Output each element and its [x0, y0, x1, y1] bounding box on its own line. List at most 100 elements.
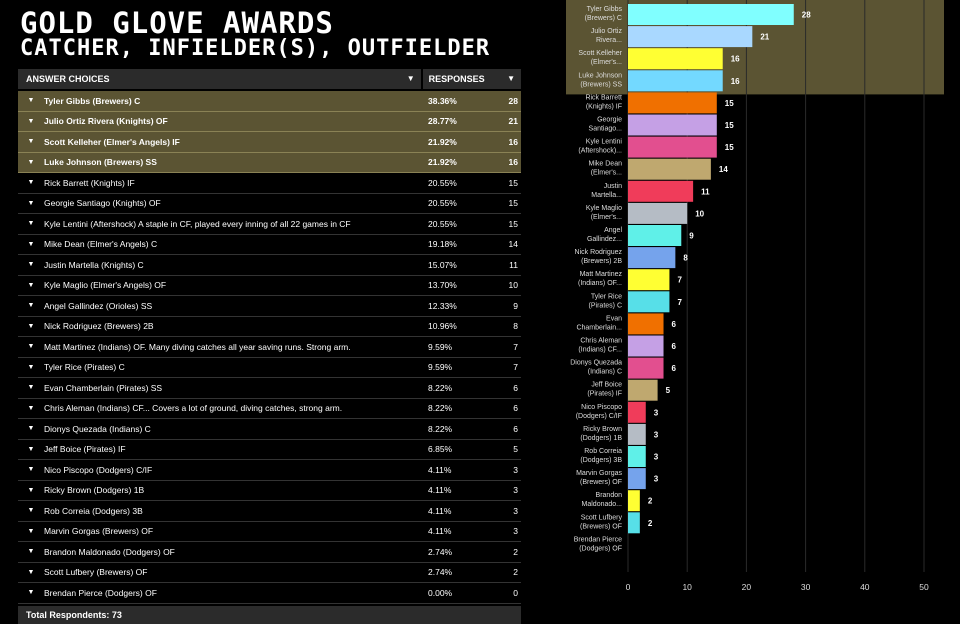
data-label: 8	[683, 254, 688, 263]
response-percent: 9.59%	[428, 362, 453, 373]
table-row[interactable]: ▼ Nico Piscopo (Dodgers) C/IF 4.11% 3	[18, 460, 521, 481]
table-row[interactable]: ▼ Nick Rodriguez (Brewers) 2B 10.96% 8	[18, 317, 521, 337]
response-percent: 15.07%	[428, 259, 457, 270]
response-percent: 8.22%	[428, 403, 453, 414]
answer-label: Julio Ortiz Rivera (Knights) OF	[44, 116, 168, 127]
expand-caret-icon[interactable]: ▼	[27, 404, 35, 412]
response-count: 0	[513, 587, 518, 598]
table-row[interactable]: ▼ Tyler Rice (Pirates) C 9.59% 7	[18, 358, 521, 378]
sort-down-icon[interactable]: ▼	[406, 74, 415, 83]
y-tick-label: Scott Lufbery	[581, 514, 623, 521]
table-row[interactable]: ▼ Mike Dean (Elmer's Angels) C 19.18% 14	[18, 235, 521, 255]
y-tick-label: Tyler Rice	[591, 293, 622, 300]
y-tick-label: (Brewers) C	[585, 15, 622, 22]
table-row[interactable]: ▼ Georgie Santiago (Knights) OF 20.55% 15	[18, 194, 521, 214]
expand-caret-icon[interactable]: ▼	[27, 445, 35, 453]
x-tick-label: 30	[801, 582, 811, 592]
y-tick-label: Angel	[604, 227, 622, 234]
data-label: 28	[802, 11, 811, 20]
table-row[interactable]: ▼ Kyle Maglio (Elmer's Angels) OF 13.70% 10	[18, 276, 521, 296]
y-tick-label: Mike Dean	[589, 161, 623, 168]
answer-label: Dionys Quezada (Indians) C	[44, 423, 151, 434]
expand-caret-icon[interactable]: ▼	[27, 179, 35, 187]
table-row[interactable]: ▼ Jeff Boice (Pirates) IF 6.85% 5	[18, 440, 521, 460]
y-tick-label: (Dodgers) 3B	[580, 457, 622, 464]
table-row[interactable]: ▼ Marvin Gorgas (Brewers) OF 4.11% 3	[18, 522, 521, 542]
responses-label: RESPONSES	[428, 74, 485, 84]
table-row[interactable]: ▼ Rick Barrett (Knights) IF 20.55% 15	[18, 173, 521, 194]
responses-header[interactable]: RESPONSES ▼	[422, 69, 521, 89]
y-tick-label: Rick Barrett	[585, 94, 622, 101]
table-row[interactable]: ▼ Tyler Gibbs (Brewers) C 38.36% 28	[18, 91, 521, 112]
sort-down-icon[interactable]: ▼	[507, 74, 515, 83]
expand-caret-icon[interactable]: ▼	[27, 527, 35, 535]
table-row[interactable]: ▼ Rob Correia (Dodgers) 3B 4.11% 3	[18, 501, 521, 522]
expand-caret-icon[interactable]: ▼	[27, 466, 35, 474]
expand-caret-icon[interactable]: ▼	[27, 97, 35, 105]
expand-caret-icon[interactable]: ▼	[27, 261, 35, 269]
y-tick-label: (Dodgers) 1B	[580, 435, 622, 442]
table-row[interactable]: ▼ Matt Martinez (Indians) OF. Many diving…	[18, 337, 521, 358]
y-tick-label: Kyle Maglio	[586, 205, 622, 212]
y-tick-label: Chris Aleman	[580, 338, 622, 345]
table-row[interactable]: ▼ Ricky Brown (Dodgers) 1B 4.11% 3	[18, 481, 521, 501]
table-row[interactable]: ▼ Dionys Quezada (Indians) C 8.22% 6	[18, 419, 521, 440]
expand-caret-icon[interactable]: ▼	[27, 343, 35, 351]
answer-label: Luke Johnson (Brewers) SS	[44, 157, 157, 168]
expand-caret-icon[interactable]: ▼	[27, 322, 35, 330]
response-percent: 21.92%	[428, 157, 457, 168]
y-tick-label: Georgie	[597, 117, 622, 124]
bar	[628, 291, 670, 313]
y-tick-label: Nick Rodriguez	[575, 249, 623, 256]
data-label: 7	[677, 276, 682, 285]
response-percent: 19.18%	[428, 239, 457, 250]
table-row[interactable]: ▼ Scott Kelleher (Elmer's Angels) IF 21.92…	[18, 132, 521, 153]
answer-choices-header[interactable]: ANSWER CHOICES ▼	[18, 69, 421, 89]
table-row[interactable]: ▼ Brendan Pierce (Dodgers) OF 0.00% 0	[18, 583, 521, 604]
y-tick-label: Nico Piscopo	[581, 404, 622, 411]
y-tick-label: Julio Ortiz	[591, 28, 623, 35]
table-row[interactable]: ▼ Brandon Maldonado (Dodgers) OF 2.74% 2	[18, 542, 521, 563]
answer-label: Scott Lufbery (Brewers) OF	[44, 567, 148, 578]
answer-label: Rick Barrett (Knights) IF	[44, 177, 135, 188]
expand-caret-icon[interactable]: ▼	[27, 568, 35, 576]
data-label: 7	[677, 298, 682, 307]
response-count: 14	[508, 239, 518, 250]
response-percent: 20.55%	[428, 177, 457, 188]
expand-caret-icon[interactable]: ▼	[27, 220, 35, 228]
y-tick-label: Brandon	[596, 492, 623, 499]
expand-caret-icon[interactable]: ▼	[27, 302, 35, 310]
table-row[interactable]: ▼ Luke Johnson (Brewers) SS 21.92% 16	[18, 152, 521, 173]
table-row[interactable]: ▼ Scott Lufbery (Brewers) OF 2.74% 2	[18, 563, 521, 583]
expand-caret-icon[interactable]: ▼	[27, 363, 35, 371]
table-row[interactable]: ▼ Chris Aleman (Indians) CF... Covers a l…	[18, 399, 521, 419]
data-label: 16	[731, 77, 740, 86]
bar	[628, 225, 682, 246]
expand-caret-icon[interactable]: ▼	[27, 199, 35, 207]
table-row[interactable]: ▼ Evan Chamberlain (Pirates) SS 8.22% 6	[18, 378, 521, 399]
expand-caret-icon[interactable]: ▼	[27, 384, 35, 392]
data-label: 2	[648, 497, 653, 506]
table-row[interactable]: ▼ Kyle Lentini (Aftershock) A staple in C…	[18, 214, 521, 235]
expand-caret-icon[interactable]: ▼	[27, 138, 35, 146]
y-tick-label: Kyle Lentini	[586, 139, 623, 146]
expand-caret-icon[interactable]: ▼	[27, 425, 35, 433]
expand-caret-icon[interactable]: ▼	[27, 158, 35, 166]
data-label: 6	[672, 342, 677, 351]
table-body: ▼ Tyler Gibbs (Brewers) C 38.36% 28 ▼ Julio O…	[18, 91, 521, 604]
bar	[628, 490, 640, 512]
response-count: 6	[513, 423, 518, 434]
response-count: 3	[513, 464, 518, 475]
table-row[interactable]: ▼ Angel Gallindez (Orioles) SS 12.33% 9	[18, 296, 521, 317]
expand-caret-icon[interactable]: ▼	[27, 281, 35, 289]
expand-caret-icon[interactable]: ▼	[27, 507, 35, 515]
table-row[interactable]: ▼ Julio Ortiz Rivera (Knights) OF 28.77% 21	[18, 111, 521, 132]
expand-caret-icon[interactable]: ▼	[27, 117, 35, 125]
response-count: 3	[513, 526, 518, 537]
expand-caret-icon[interactable]: ▼	[27, 589, 35, 597]
expand-caret-icon[interactable]: ▼	[27, 486, 35, 494]
table-row[interactable]: ▼ Justin Martella (Knights) C 15.07% 11	[18, 255, 521, 276]
expand-caret-icon[interactable]: ▼	[27, 548, 35, 556]
expand-caret-icon[interactable]: ▼	[27, 240, 35, 248]
x-tick-label: 40	[860, 582, 870, 592]
